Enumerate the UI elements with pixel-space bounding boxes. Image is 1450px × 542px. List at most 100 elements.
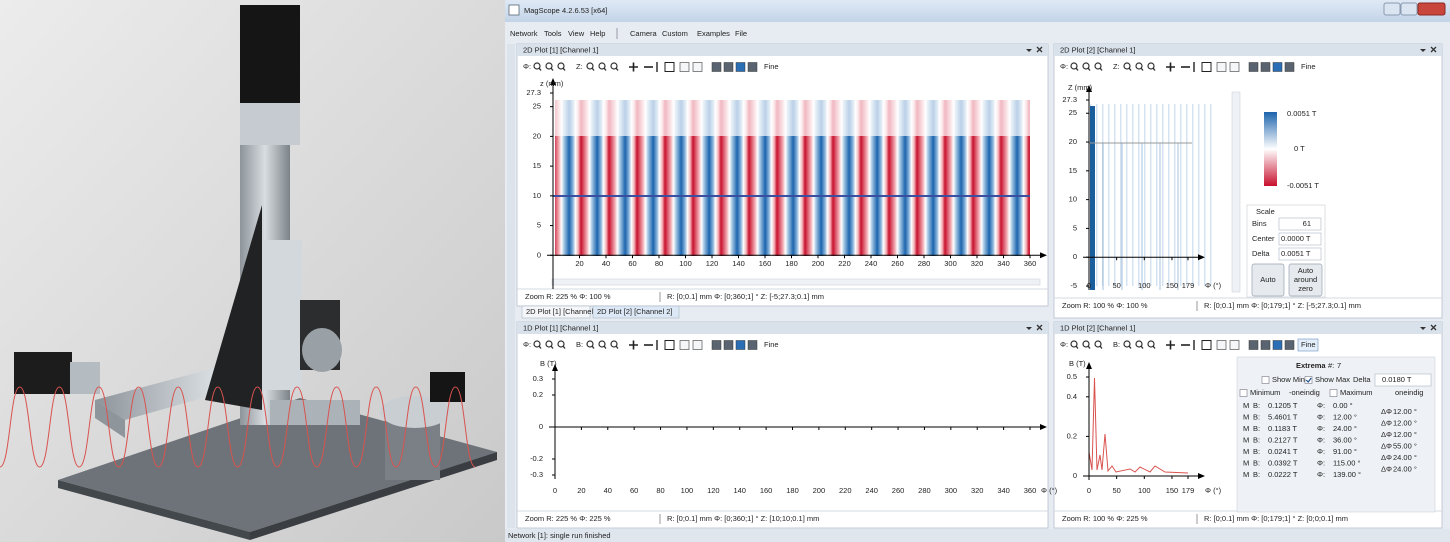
toolbar-label: B: — [1113, 340, 1120, 349]
checkbox[interactable] — [1330, 390, 1337, 397]
spin-box[interactable] — [1279, 218, 1321, 230]
menu-item[interactable]: Help — [590, 29, 605, 38]
toolbar-icon[interactable] — [712, 63, 721, 72]
toolbar-icon[interactable] — [736, 63, 745, 72]
x-tick-label: 0 — [553, 486, 557, 495]
extrema-cell: 0.2127 T — [1268, 435, 1298, 444]
fine-toggle-label[interactable]: Fine — [764, 62, 779, 71]
toolbar-icon[interactable] — [1285, 341, 1294, 350]
x-tick-label: 100 — [1138, 281, 1151, 290]
menu-item[interactable]: Examples — [697, 29, 730, 38]
y-tick-label: 0 — [1073, 471, 1077, 480]
y-tick-label: 5 — [537, 221, 541, 230]
y-tick-label: 0 — [1073, 252, 1077, 261]
x-tick-label: 280 — [918, 486, 931, 495]
y-tick-label: 27.3 — [1062, 95, 1077, 104]
x-tick-label: 360 — [1024, 259, 1037, 268]
extrema-delta: ΔΦ — [1381, 453, 1392, 462]
fine-toggle-label[interactable]: Fine — [1301, 62, 1316, 71]
toolbar-icon[interactable] — [693, 63, 702, 72]
heatmap-fade — [555, 100, 1030, 136]
toolbar-icon[interactable] — [680, 341, 689, 350]
status-bar — [505, 529, 1450, 542]
close-button[interactable] — [1418, 3, 1445, 15]
toolbar-icon[interactable] — [693, 341, 702, 350]
x-tick-label: 120 — [707, 486, 720, 495]
toolbar-icon[interactable] — [748, 63, 757, 72]
extrema-cell: 139.00 ° — [1333, 470, 1361, 479]
toolbar-icon[interactable] — [1249, 63, 1258, 72]
toolbar-icon[interactable] — [1217, 63, 1226, 72]
extrema-cell: B: — [1253, 470, 1260, 479]
maximize-button[interactable] — [1401, 3, 1417, 15]
menu-item[interactable]: Custom — [662, 29, 688, 38]
x-tick-label: 60 — [628, 259, 636, 268]
checkbox-label: Maximum — [1340, 388, 1373, 397]
button-label-box: Auto around zero — [1289, 266, 1322, 296]
delta-value: 0.0180 T — [1382, 375, 1412, 384]
toolbar-icon[interactable] — [1249, 341, 1258, 350]
v-scrollbar[interactable] — [1232, 92, 1240, 292]
menu-item[interactable]: View — [568, 29, 585, 38]
toolbar-icon[interactable] — [1230, 341, 1239, 350]
toolbar-icon[interactable] — [680, 63, 689, 72]
coupler-left — [70, 362, 100, 394]
y-tick-label: 0 — [537, 250, 541, 259]
panel-title: 1D Plot [1] [Channel 1] — [523, 323, 598, 332]
checkbox[interactable] — [1262, 377, 1269, 384]
extrema-count-label: #: — [1328, 361, 1334, 370]
extrema-cell: 0.0392 T — [1268, 458, 1298, 467]
extrema-cell: 0.0241 T — [1268, 447, 1298, 456]
tab-label: 2D Plot [1] [Channel 1] — [526, 307, 601, 316]
h-scrollbar[interactable] — [552, 279, 1040, 285]
menu-item[interactable]: File — [735, 29, 747, 38]
toolbar-icon[interactable] — [736, 341, 745, 350]
checkbox[interactable] — [1240, 390, 1247, 397]
toolbar-icon[interactable] — [724, 63, 733, 72]
extrema-delta: ΔΦ — [1381, 407, 1392, 416]
menu-item[interactable]: Camera — [630, 29, 658, 38]
motor-left — [14, 352, 72, 394]
x-tick-label: 50 — [1112, 281, 1120, 290]
toolbar-icon[interactable] — [1273, 341, 1282, 350]
min-value: -oneindig — [1289, 388, 1320, 397]
extrema-cell: B: — [1253, 435, 1260, 444]
x-tick-label: 200 — [812, 259, 825, 268]
toolbar-label: B: — [576, 340, 583, 349]
toolbar-icon[interactable] — [1261, 63, 1270, 72]
toolbar-icon[interactable] — [1230, 63, 1239, 72]
menu-item[interactable]: Tools — [544, 29, 562, 38]
x-axis-label: Φ (°) — [1041, 486, 1058, 495]
extrema-delta: 24.00 ° — [1393, 453, 1417, 462]
probe-mount — [302, 328, 342, 372]
checkbox-label: Minimum — [1250, 388, 1280, 397]
y-tick-label: 0.5 — [1067, 372, 1077, 381]
toolbar-icon[interactable] — [724, 341, 733, 350]
fine-toggle-label[interactable]: Fine — [1301, 340, 1316, 349]
y-tick-label: -5 — [1070, 281, 1077, 290]
colorbar-label: 0.0051 T — [1287, 109, 1317, 118]
extrema-cell: 0.0222 T — [1268, 470, 1298, 479]
toolbar-icon[interactable] — [748, 341, 757, 350]
minimize-button[interactable] — [1384, 3, 1400, 15]
x-tick-label: 180 — [785, 259, 798, 268]
extrema-cell: 12.00 ° — [1333, 412, 1357, 421]
menu-item[interactable]: Network — [510, 29, 538, 38]
rotary-base — [385, 420, 440, 480]
y-tick-label: 20 — [1069, 137, 1077, 146]
toolbar-icon[interactable] — [712, 341, 721, 350]
product-render — [0, 0, 505, 542]
x-tick-label: 20 — [577, 486, 585, 495]
toolbar-icon[interactable] — [1273, 63, 1282, 72]
status-range: R: [0;0.1] mm Φ: [0;179;1] ° Z: [0;0;0.1… — [1204, 514, 1348, 523]
extrema-cell: M — [1243, 435, 1249, 444]
x-tick-label: 150 — [1166, 486, 1179, 495]
toolbar-icon[interactable] — [1261, 341, 1270, 350]
x-tick-label: 320 — [971, 486, 984, 495]
toolbar-icon[interactable] — [1217, 341, 1226, 350]
checkbox-label: Show Min — [1272, 375, 1305, 384]
fine-toggle-label[interactable]: Fine — [764, 340, 779, 349]
status-range: R: [0;0.1] mm Φ: [0;360;1] ° Z: [-5;27.3… — [667, 292, 824, 301]
toolbar-icon[interactable] — [1285, 63, 1294, 72]
field-label: Bins — [1252, 219, 1267, 228]
